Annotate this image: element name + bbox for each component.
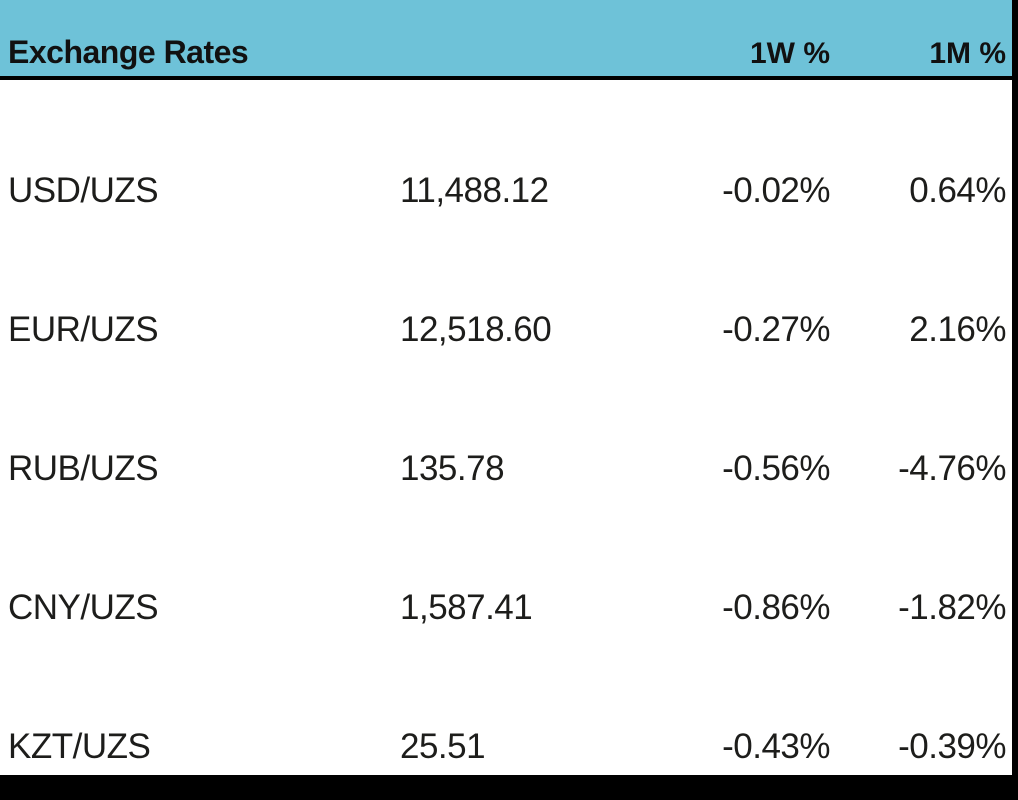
pair-cell: KZT/UZS	[8, 727, 151, 766]
change-1w-cell: -0.27%	[722, 310, 830, 349]
table-row: CNY/UZS 1,587.41 -0.86% -1.82%	[0, 497, 1012, 636]
rate-cell: 135.78	[400, 449, 505, 488]
change-1w-cell: -0.56%	[722, 449, 830, 488]
table-row: RUB/UZS 135.78 -0.56% -4.76%	[0, 358, 1012, 497]
pair-cell: USD/UZS	[8, 171, 159, 210]
change-1m-cell: -1.82%	[898, 588, 1006, 627]
rate-cell: 11,488.12	[400, 171, 549, 210]
table-header: Exchange Rates 1W % 1M %	[0, 0, 1012, 80]
change-1m-cell: -0.39%	[898, 727, 1006, 766]
change-1w-cell: -0.43%	[722, 727, 830, 766]
pair-cell: EUR/UZS	[8, 310, 159, 349]
change-1w-cell: -0.86%	[722, 588, 830, 627]
change-1m-cell: 2.16%	[909, 310, 1006, 349]
table-row: USD/UZS 11,488.12 -0.02% 0.64%	[0, 80, 1012, 219]
page-title: Exchange Rates	[8, 34, 249, 70]
table-row: EUR/UZS 12,518.60 -0.27% 2.16%	[0, 219, 1012, 358]
change-1w-cell: -0.02%	[722, 171, 830, 210]
rate-cell: 1,587.41	[400, 588, 533, 627]
bottom-divider-bar	[0, 775, 1012, 800]
change-1m-cell: 0.64%	[909, 171, 1006, 210]
rate-cell: 25.51	[400, 727, 486, 766]
column-header-1m: 1M %	[929, 37, 1006, 70]
pair-cell: RUB/UZS	[8, 449, 159, 488]
rate-cell: 12,518.60	[400, 310, 552, 349]
change-1m-cell: -4.76%	[898, 449, 1006, 488]
pair-cell: CNY/UZS	[8, 588, 159, 627]
column-header-1w: 1W %	[749, 37, 830, 70]
table-row: KZT/UZS 25.51 -0.43% -0.39%	[0, 636, 1012, 775]
